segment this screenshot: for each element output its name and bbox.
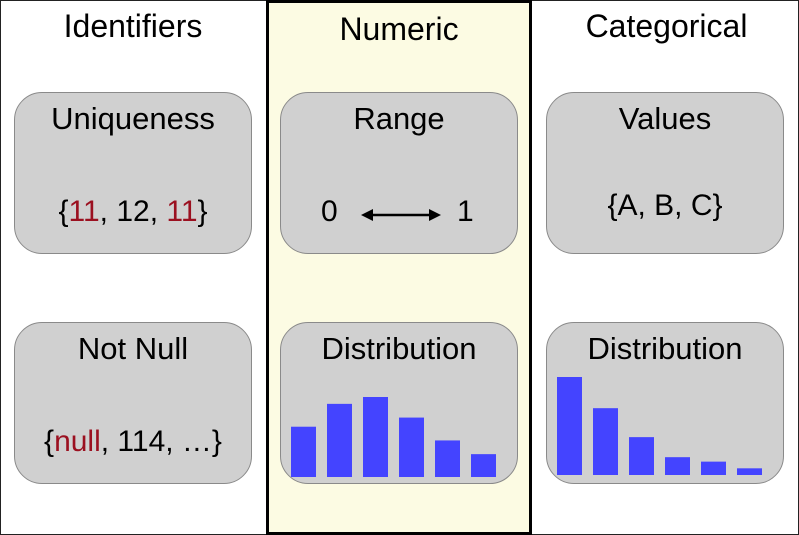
categorical-distribution-bar-1 — [557, 377, 582, 475]
categorical-distribution-bar-2 — [593, 408, 618, 475]
numeric-distribution-bar-6 — [471, 454, 496, 477]
numeric-distribution-bar-4 — [399, 417, 424, 477]
not-null-card: Not Null {null, 114, …} — [14, 322, 252, 484]
values-example: {A, B, C} — [607, 189, 723, 222]
identifiers-column: Identifiers Uniqueness {11, 12, 11} Not … — [0, 0, 266, 533]
categorical-distribution-bar-3 — [629, 437, 654, 475]
uniqueness-open: { — [58, 195, 69, 228]
numeric-distribution-bar-1 — [291, 426, 316, 477]
categorical-title: Categorical — [585, 8, 748, 44]
null-value: null — [54, 425, 101, 458]
double-arrow-icon — [361, 209, 441, 221]
uniqueness-sep-2: , — [149, 195, 167, 228]
values-title: Values — [618, 101, 712, 136]
not-null-rest: , 114, …} — [100, 425, 222, 458]
numeric-distribution-bar-2 — [327, 403, 352, 477]
numeric-column: Numeric Range 0 1 Distribution — [266, 0, 532, 535]
numeric-distribution-title: Distribution — [321, 331, 477, 366]
uniqueness-example: {11, 12, 11} — [15, 195, 251, 229]
duplicate-value-1: 11 — [68, 195, 100, 228]
range-min: 0 — [321, 195, 338, 228]
unique-value: 12 — [116, 195, 150, 228]
range-max: 1 — [457, 195, 474, 228]
numeric-title: Numeric — [339, 11, 459, 47]
not-null-title: Not Null — [77, 331, 189, 366]
categorical-distribution-bar-6 — [737, 468, 762, 475]
numeric-distribution-chart — [291, 397, 496, 477]
categorical-distribution-title: Distribution — [587, 331, 743, 366]
range-title: Range — [353, 101, 445, 136]
numeric-distribution-bar-3 — [363, 397, 388, 477]
uniqueness-sep-1: , — [99, 195, 117, 228]
identifiers-title: Identifiers — [63, 8, 203, 44]
duplicate-value-2: 11 — [166, 195, 198, 228]
uniqueness-close: } — [197, 195, 208, 228]
categorical-distribution-card: Distribution — [546, 322, 784, 484]
not-null-example: {null, 114, …} — [15, 425, 251, 459]
not-null-open: { — [44, 425, 55, 458]
range-card: Range 0 1 — [280, 92, 518, 254]
uniqueness-title: Uniqueness — [51, 101, 215, 136]
range-example: 0 1 — [281, 195, 517, 231]
numeric-distribution-bar-5 — [435, 440, 460, 477]
categorical-distribution-bar-5 — [701, 461, 726, 475]
categorical-column: Categorical Values {A, B, C} Distributio… — [534, 0, 799, 533]
values-card: Values {A, B, C} — [546, 92, 784, 254]
categorical-distribution-bar-4 — [665, 457, 690, 475]
categorical-distribution-chart — [557, 377, 762, 475]
uniqueness-card: Uniqueness {11, 12, 11} — [14, 92, 252, 254]
numeric-distribution-card: Distribution — [280, 322, 518, 484]
